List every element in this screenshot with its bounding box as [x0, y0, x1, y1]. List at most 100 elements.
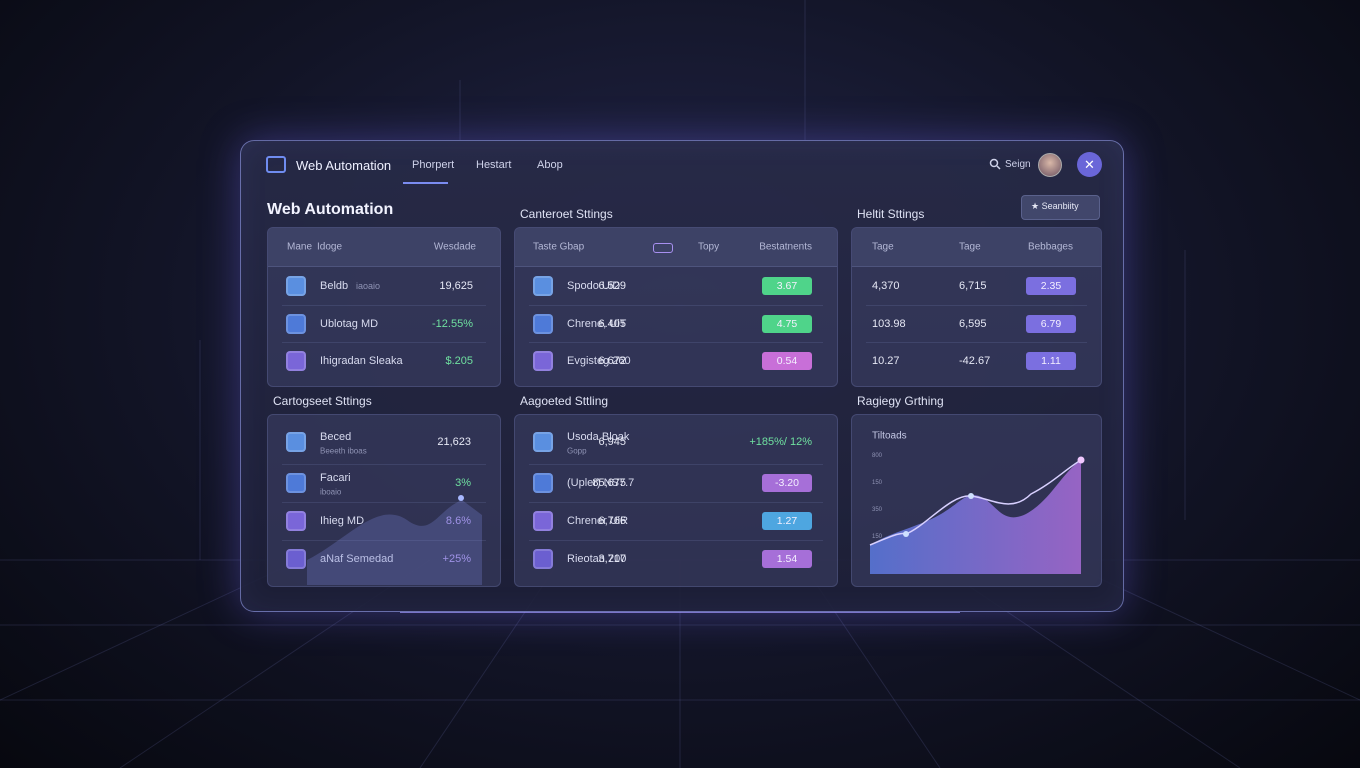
row-divider	[866, 305, 1087, 306]
row-icon	[533, 432, 553, 452]
cell-value: 4,370	[872, 280, 900, 292]
column-header: Taste Gbap	[533, 241, 585, 253]
cell-value: +25%	[443, 553, 471, 565]
cell-value: 3%	[455, 477, 471, 489]
cell-value: 6,945	[598, 436, 626, 448]
row-icon	[533, 314, 553, 334]
row-divider	[529, 342, 823, 343]
y-tick-label: 150	[872, 534, 883, 540]
row-divider	[529, 464, 823, 465]
row-note: Gopp	[567, 446, 587, 456]
cell-value: 10.27	[872, 355, 900, 367]
row-icon	[533, 473, 553, 493]
table-header	[515, 228, 837, 267]
panel: Tage Tage Bebbages 4,370 6,715 2.35 103.98 6,59…	[851, 227, 1102, 387]
panel-title: Ragiegy Grthing	[857, 394, 944, 408]
row-icon	[533, 276, 553, 296]
close-button[interactable]: ✕	[1077, 152, 1102, 177]
value-pill: 4.75	[762, 315, 812, 333]
row-name: Rieotan 200	[567, 553, 627, 565]
sparkline	[307, 495, 482, 585]
value-pill: 2.35	[1026, 277, 1076, 295]
page-title: Web Automation	[267, 201, 394, 218]
row-name: Evgisteg 260	[567, 355, 631, 367]
row-note: iboaio	[320, 487, 342, 497]
trend-chart	[869, 456, 1085, 574]
action-button[interactable]	[1021, 195, 1100, 220]
action-button-text: Seanbiity	[1041, 201, 1079, 211]
nav-link[interactable]: Abop	[537, 159, 563, 171]
column-header: Mane	[287, 241, 313, 253]
avatar[interactable]	[1038, 153, 1062, 177]
row-icon	[286, 351, 306, 371]
row-name: aNaf Semedad	[320, 553, 393, 565]
column-header: Wesdade	[433, 241, 476, 253]
panel: Usoda Bloak Gopp 6,945 +185%/ 12% (Upler) NS…	[514, 414, 838, 587]
value-pill: 3.67	[762, 277, 812, 295]
cell-value: $.205	[445, 355, 473, 367]
cell-value: 19,625	[439, 280, 473, 292]
row-divider	[282, 464, 486, 465]
brand-icon	[266, 156, 286, 173]
y-tick-label: 800	[872, 453, 883, 459]
value-pill: 6.79	[1026, 315, 1076, 333]
panel: Beced Beeeth iboas 21,623 Facari iboaio 3% Ihi…	[267, 414, 501, 587]
value-pill: 1.11	[1026, 352, 1076, 370]
row-divider	[866, 342, 1087, 343]
row-name: Chrene, UiT	[567, 318, 627, 330]
column-header: Bebbages	[1027, 241, 1073, 253]
search-icon	[989, 158, 1001, 170]
row-icon	[286, 432, 306, 452]
action-button-label[interactable]: ★ Seanbiity	[1031, 201, 1079, 211]
row-icon	[533, 549, 553, 569]
row-note: Beeeth iboas	[320, 446, 367, 456]
cell-value: +185%/ 12%	[749, 436, 812, 448]
panel-title: Canteroet Sttings	[520, 207, 613, 221]
panel: Mane Idoge Wesdade Beldb iaoaio 19,625 Ublotag…	[267, 227, 501, 387]
cell-value: -42.67	[959, 355, 991, 367]
row-divider	[282, 305, 486, 306]
panel-title: Cartogseet Sttings	[273, 394, 372, 408]
value-pill: 1.27	[762, 512, 812, 530]
column-header: Idoge	[317, 241, 343, 253]
row-divider	[282, 342, 486, 343]
brand[interactable]: Web Automation	[296, 158, 392, 173]
value-pill: 0.54	[762, 352, 812, 370]
row-icon	[286, 511, 306, 531]
value-pill: -3.20	[762, 474, 812, 492]
cell-value: 21,623	[437, 436, 471, 448]
row-name: Facari	[320, 472, 351, 484]
cell-value: 6,766	[598, 515, 626, 527]
column-header: Bestatnents	[759, 241, 812, 253]
chart-label: Tiltoads	[872, 430, 907, 442]
row-icon	[286, 473, 306, 493]
cell-value: 6.405	[598, 318, 626, 330]
search[interactable]: Seign	[1005, 159, 1031, 170]
table-header	[268, 228, 500, 267]
row-name: Spodo UiD	[567, 280, 621, 292]
cell-value: 6.672	[598, 355, 626, 367]
row-name: Chrener UiR	[567, 515, 629, 527]
nav-link[interactable]: Phorpert	[412, 159, 455, 171]
row-divider	[282, 540, 486, 541]
cell-value: 103.98	[872, 318, 906, 330]
nav-link[interactable]: Hestart	[476, 159, 512, 171]
table-header	[852, 228, 1101, 267]
row-icon	[533, 511, 553, 531]
row-name: (Upler) NS7.7	[567, 477, 635, 489]
cell-value: 6.529	[598, 280, 626, 292]
row-name: Beced	[320, 431, 352, 443]
row-icon	[533, 351, 553, 371]
row-divider	[529, 502, 823, 503]
cell-value: 6,715	[959, 280, 987, 292]
y-tick-label: 150	[872, 480, 883, 486]
cell-value: 3,717	[598, 553, 626, 565]
value-pill: 1.54	[762, 550, 812, 568]
column-header: Topy	[698, 241, 720, 253]
y-tick-label: 350	[872, 507, 883, 513]
row-divider	[529, 305, 823, 306]
row-name: Ublotag MD	[320, 318, 379, 330]
row-icon	[286, 314, 306, 334]
row-name: Ihieg MD	[320, 515, 365, 527]
